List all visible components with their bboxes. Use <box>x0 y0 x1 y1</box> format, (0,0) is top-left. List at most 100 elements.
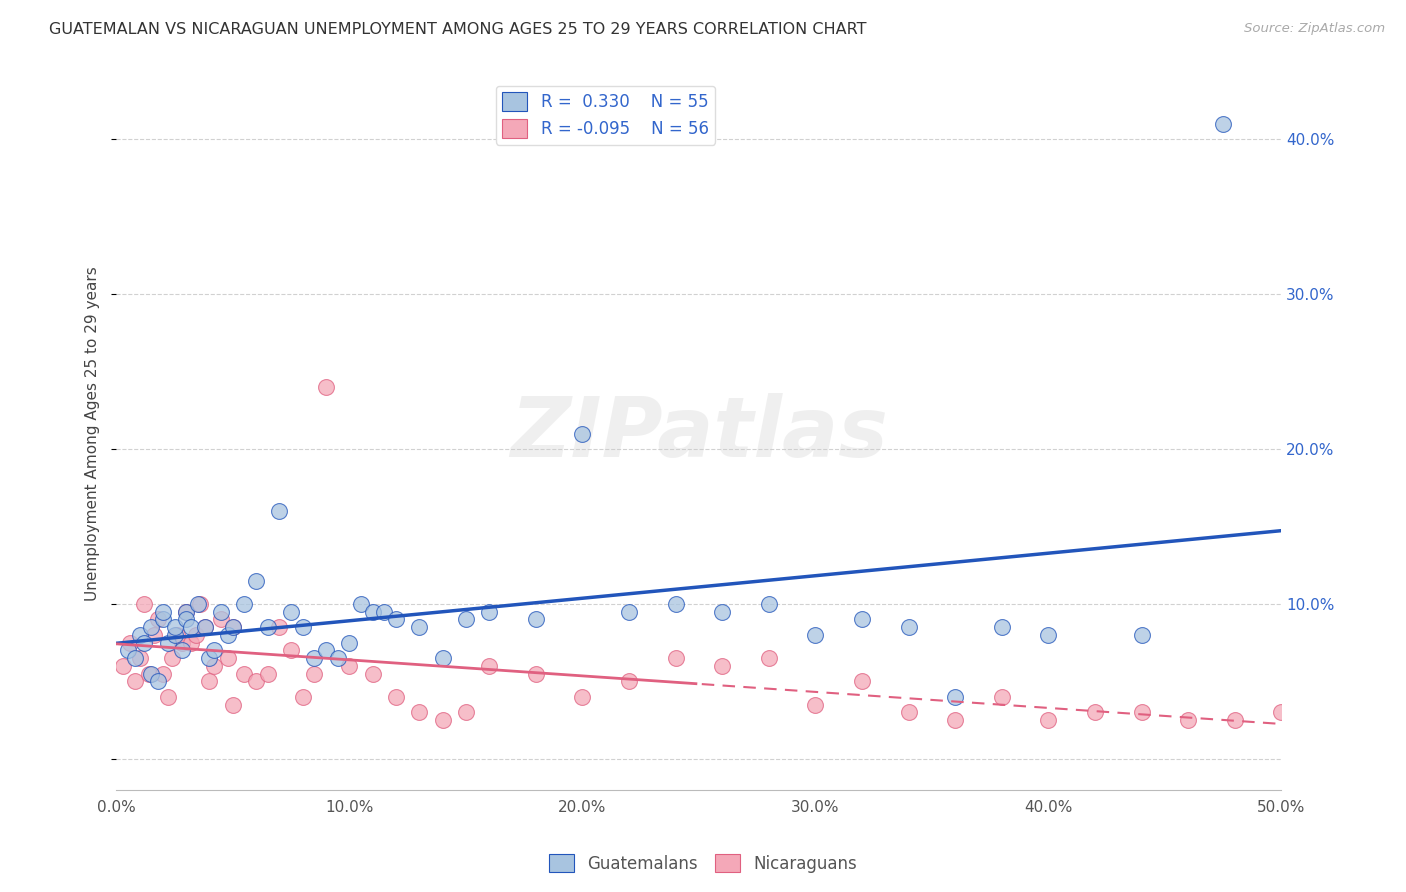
Point <box>198 651 221 665</box>
Point <box>174 605 197 619</box>
Point <box>180 620 202 634</box>
Point <box>256 666 278 681</box>
Point <box>117 643 139 657</box>
Point <box>124 674 146 689</box>
Point <box>408 620 430 634</box>
Point <box>217 651 239 665</box>
Point <box>120 636 142 650</box>
Point <box>350 597 373 611</box>
Point <box>180 636 202 650</box>
Point <box>337 659 360 673</box>
Point <box>128 651 150 665</box>
Point <box>156 636 179 650</box>
Point <box>170 636 193 650</box>
Point <box>152 605 174 619</box>
Point <box>112 659 135 673</box>
Point <box>134 597 156 611</box>
Point <box>209 612 232 626</box>
Point <box>141 666 163 681</box>
Point <box>943 690 966 704</box>
Point <box>1177 713 1199 727</box>
Y-axis label: Unemployment Among Ages 25 to 29 years: Unemployment Among Ages 25 to 29 years <box>86 267 100 601</box>
Point <box>758 651 780 665</box>
Point <box>174 612 197 626</box>
Point <box>361 666 384 681</box>
Point <box>617 674 640 689</box>
Point <box>454 706 477 720</box>
Point <box>315 643 337 657</box>
Point <box>571 426 593 441</box>
Point <box>233 597 256 611</box>
Point <box>141 620 163 634</box>
Point <box>245 574 267 588</box>
Point <box>304 651 326 665</box>
Point <box>184 628 207 642</box>
Point <box>478 659 501 673</box>
Point <box>160 651 183 665</box>
Point <box>454 612 477 626</box>
Point <box>209 605 232 619</box>
Point <box>156 690 179 704</box>
Point <box>851 612 873 626</box>
Point <box>1038 628 1060 642</box>
Point <box>148 612 170 626</box>
Point <box>194 620 217 634</box>
Point <box>194 620 217 634</box>
Point <box>174 605 197 619</box>
Point <box>361 605 384 619</box>
Point <box>1130 628 1153 642</box>
Point <box>152 666 174 681</box>
Point <box>245 674 267 689</box>
Point <box>280 605 302 619</box>
Legend: Guatemalans, Nicaraguans: Guatemalans, Nicaraguans <box>543 847 863 880</box>
Point <box>664 651 686 665</box>
Point <box>478 605 501 619</box>
Point <box>124 651 146 665</box>
Point <box>269 504 291 518</box>
Point <box>138 666 160 681</box>
Point <box>432 651 454 665</box>
Text: ZIPatlas: ZIPatlas <box>510 393 887 475</box>
Point <box>304 666 326 681</box>
Point <box>711 659 734 673</box>
Point <box>233 666 256 681</box>
Point <box>385 612 408 626</box>
Point <box>711 605 734 619</box>
Point <box>202 659 225 673</box>
Point <box>166 628 188 642</box>
Point <box>222 698 245 712</box>
Legend: R =  0.330    N = 55, R = -0.095    N = 56: R = 0.330 N = 55, R = -0.095 N = 56 <box>496 86 716 145</box>
Point <box>617 605 640 619</box>
Point <box>187 597 209 611</box>
Point <box>897 706 920 720</box>
Point <box>524 666 547 681</box>
Point <box>315 380 337 394</box>
Point <box>163 620 186 634</box>
Point <box>291 690 314 704</box>
Point <box>1038 713 1060 727</box>
Point <box>804 628 827 642</box>
Point <box>170 643 193 657</box>
Point <box>269 620 291 634</box>
Point <box>1130 706 1153 720</box>
Point <box>188 597 211 611</box>
Point <box>758 597 780 611</box>
Point <box>142 628 165 642</box>
Point <box>1223 713 1246 727</box>
Point <box>1212 117 1234 131</box>
Point <box>198 674 221 689</box>
Point <box>326 651 349 665</box>
Point <box>280 643 302 657</box>
Point <box>152 612 174 626</box>
Point <box>291 620 314 634</box>
Point <box>385 690 408 704</box>
Point <box>256 620 278 634</box>
Point <box>222 620 245 634</box>
Point <box>524 612 547 626</box>
Text: GUATEMALAN VS NICARAGUAN UNEMPLOYMENT AMONG AGES 25 TO 29 YEARS CORRELATION CHAR: GUATEMALAN VS NICARAGUAN UNEMPLOYMENT AM… <box>49 22 866 37</box>
Point <box>163 628 186 642</box>
Point <box>897 620 920 634</box>
Text: Source: ZipAtlas.com: Source: ZipAtlas.com <box>1244 22 1385 36</box>
Point <box>148 674 170 689</box>
Point <box>134 636 156 650</box>
